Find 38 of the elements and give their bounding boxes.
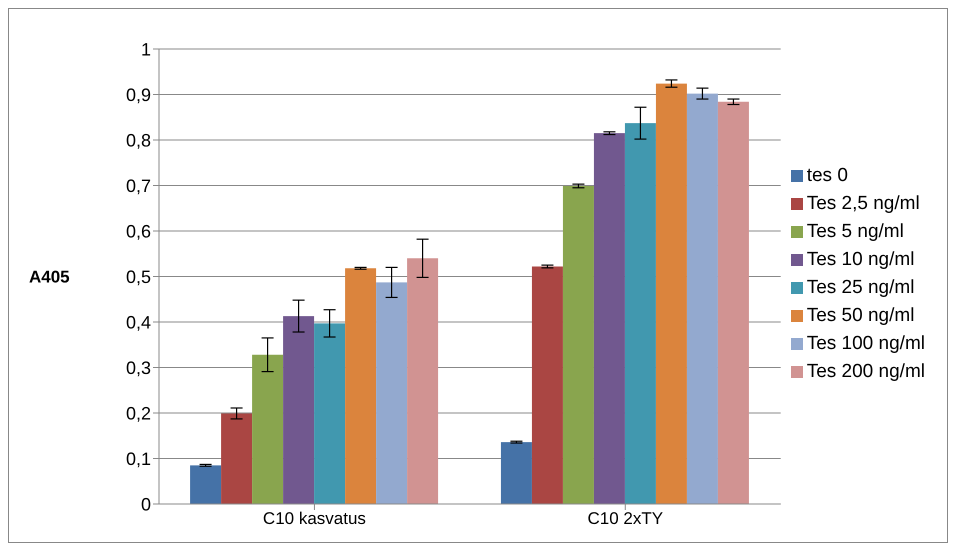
bar	[500, 442, 532, 504]
bar	[376, 282, 408, 504]
bar	[686, 94, 718, 504]
y-tick-label: 0,1	[126, 448, 151, 469]
legend-label: Tes 200 ng/ml	[806, 361, 925, 382]
legend-label: Tes 10 ng/ml	[806, 249, 914, 270]
bar	[345, 268, 376, 504]
bar	[532, 266, 563, 504]
y-tick-label: 0,5	[126, 266, 151, 287]
bar	[718, 102, 749, 504]
legend-label: tes 0	[806, 165, 848, 186]
y-tick-label: 0,3	[126, 358, 151, 378]
y-tick-label: 0,4	[126, 312, 151, 332]
y-tick-label: 0,2	[126, 403, 151, 424]
bar	[252, 354, 284, 504]
y-tick-label: 0	[140, 494, 151, 514]
bar	[283, 316, 314, 504]
y-tick-label: 0,6	[126, 221, 151, 242]
x-tick-label: C10 2xTY	[587, 509, 664, 528]
x-tick-label: C10 kasvatus	[262, 509, 366, 528]
legend-label: Tes 2,5 ng/ml	[806, 193, 920, 214]
bar	[656, 84, 687, 504]
bar	[594, 133, 625, 504]
y-tick-label: 0,9	[126, 84, 151, 105]
bar	[562, 186, 594, 504]
y-axis-title: A405	[29, 268, 70, 287]
y-tick-label: 1	[140, 39, 151, 60]
legend-label: Tes 50 ng/ml	[806, 305, 914, 326]
legend-label: Tes 5 ng/ml	[806, 221, 904, 242]
y-tick-label: 0,8	[126, 130, 151, 150]
bar	[221, 413, 252, 504]
y-tick-label: 0,7	[126, 176, 151, 196]
bar	[190, 465, 222, 504]
legend-label: Tes 25 ng/ml	[806, 277, 914, 298]
bar	[407, 258, 438, 504]
bar	[624, 123, 656, 504]
legend-label: Tes 100 ng/ml	[806, 333, 925, 354]
bar	[314, 323, 346, 504]
